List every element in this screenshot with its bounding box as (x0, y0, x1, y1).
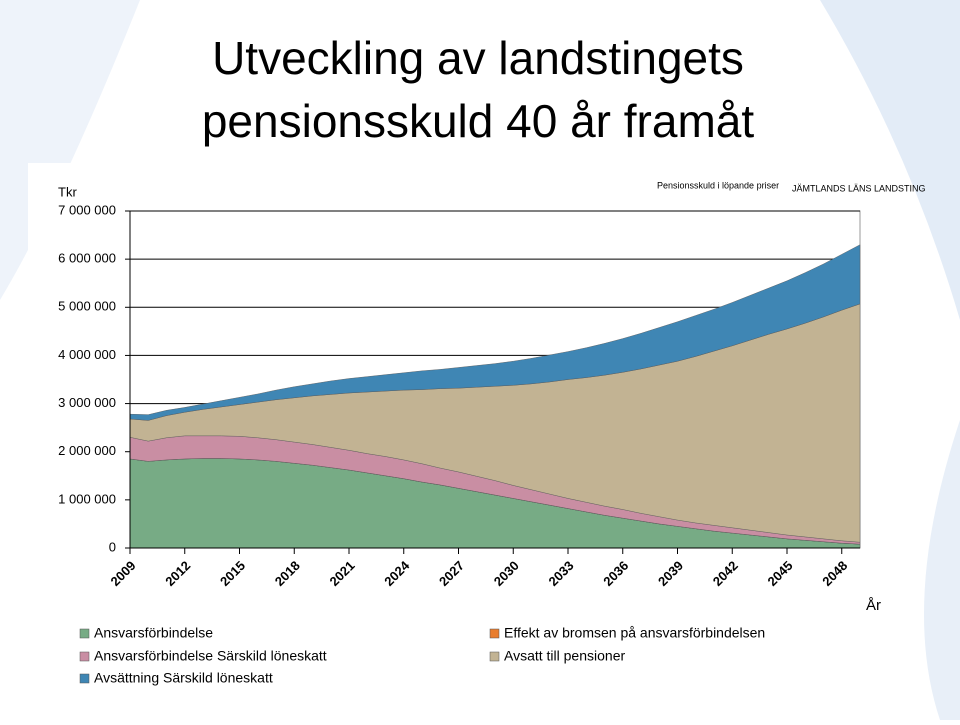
y-tick-label: 0 (109, 539, 116, 554)
annotation: Pensionsskuld i löpande priser (657, 180, 779, 190)
legend-swatch (79, 673, 90, 684)
legend-swatch (489, 651, 500, 662)
y-tick-label: 3 000 000 (58, 395, 116, 410)
decoration (924, 420, 960, 720)
y-tick-label: 1 000 000 (58, 491, 116, 506)
y-tick-label: 2 000 000 (58, 443, 116, 458)
y-tick-label: 6 000 000 (58, 251, 116, 266)
y-tick-label: 7 000 000 (58, 202, 116, 217)
legend-label: Effekt av bromsen på ansvarsförbindelsen (504, 625, 765, 641)
y-tick-label: 4 000 000 (58, 347, 116, 362)
title-line: pensionsskuld 40 år framåt (202, 95, 755, 147)
legend-swatch (489, 628, 500, 639)
decoration (820, 0, 960, 320)
x-axis-label: År (866, 597, 881, 614)
annotation: JÄMTLANDS LÄNS LANDSTING (792, 183, 926, 193)
legend-swatch (79, 628, 90, 639)
y-tick-label: 5 000 000 (58, 299, 116, 314)
legend-swatch (79, 651, 90, 662)
legend-label: Avsatt till pensioner (504, 648, 625, 664)
area (129, 244, 861, 421)
legend-label: Avsättning Särskild löneskatt (94, 670, 273, 686)
legend-label: Ansvarsförbindelse Särskild löneskatt (94, 648, 327, 664)
y-axis-label: Tkr (58, 184, 77, 199)
title-line: Utveckling av landstingets (212, 32, 744, 84)
legend-label: Ansvarsförbindelse (94, 625, 213, 641)
